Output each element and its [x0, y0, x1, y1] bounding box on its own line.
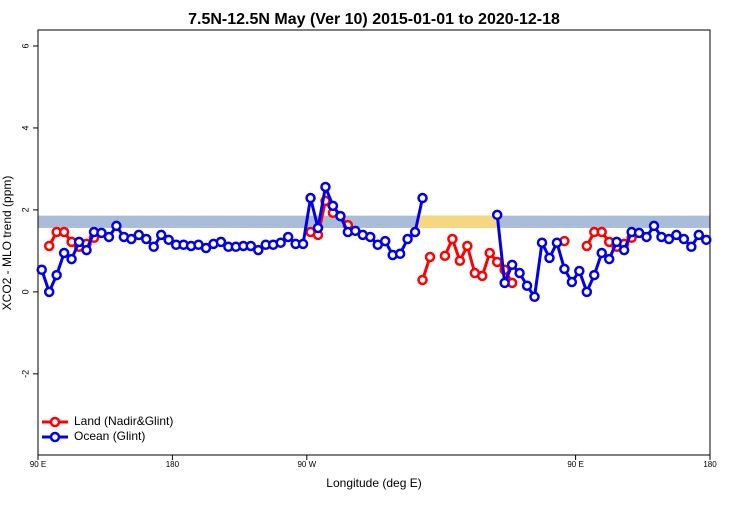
y-tick-label: 0 [20, 289, 30, 294]
data-point [305, 192, 316, 204]
data-point [693, 229, 705, 241]
data-point [506, 259, 518, 271]
data-point [155, 229, 167, 241]
data-point [581, 240, 593, 252]
data-point [603, 253, 615, 265]
data-point [671, 229, 682, 241]
y-tick-label: -2 [20, 370, 30, 378]
data-point [536, 237, 548, 248]
data-point [424, 251, 436, 263]
data-point [491, 209, 503, 221]
data-point [58, 247, 70, 259]
data-point [163, 234, 174, 246]
data-point [574, 265, 585, 277]
data-point [215, 236, 227, 248]
data-point [43, 240, 55, 252]
reference-band [38, 215, 710, 228]
data-point [133, 229, 145, 241]
data-point [439, 250, 451, 262]
data-point [350, 225, 361, 237]
legend-marker [49, 431, 61, 443]
data-point [678, 233, 690, 245]
data-point [633, 227, 645, 239]
x-tick-label: 90 E [30, 460, 46, 469]
x-tick-label: 90 W [297, 460, 316, 469]
y-axis-label: XCO2 - MLO trend (ppm) [0, 176, 14, 311]
data-point [484, 247, 495, 259]
data-point [686, 241, 697, 253]
data-point [477, 270, 488, 282]
data-point [409, 226, 421, 238]
data-point [596, 226, 607, 238]
data-point [126, 233, 137, 245]
data-point [454, 255, 466, 266]
data-point [394, 248, 406, 260]
data-point [462, 240, 473, 252]
data-point [559, 263, 570, 275]
data-point [618, 244, 630, 256]
data-point [417, 192, 428, 204]
data-point [701, 234, 712, 246]
highlight-span [417, 215, 498, 228]
data-point [111, 220, 122, 232]
legend-marker [49, 416, 61, 428]
data-point [282, 231, 294, 243]
x-tick-label: 90 E [567, 460, 583, 469]
y-tick-label: 4 [20, 125, 30, 130]
y-tick-label: 6 [20, 43, 30, 48]
data-point [566, 276, 578, 288]
data-point [499, 277, 510, 289]
data-point [611, 236, 622, 248]
data-point [491, 256, 503, 268]
data-point [402, 233, 413, 245]
data-point [529, 291, 540, 303]
data-point [103, 231, 115, 243]
data-point [320, 181, 331, 193]
data-point [36, 264, 47, 276]
data-point [335, 210, 346, 222]
data-point [551, 237, 563, 248]
data-point [245, 240, 257, 252]
data-point [312, 222, 324, 234]
data-point [43, 286, 55, 298]
data-point [521, 280, 533, 291]
data-point [417, 274, 428, 286]
data-point [365, 231, 376, 243]
data-point [96, 227, 107, 239]
legend-label: Ocean (Glint) [74, 429, 145, 443]
data-point [648, 220, 660, 232]
data-point [641, 231, 652, 243]
data-point [141, 233, 152, 245]
data-point [589, 269, 600, 281]
x-tick-label: 180 [703, 460, 717, 469]
data-point [514, 267, 525, 279]
data-point [297, 238, 309, 250]
data-point [58, 226, 70, 238]
data-point [275, 237, 286, 248]
x-tick-label: 180 [166, 460, 180, 469]
data-point [379, 235, 391, 247]
data-point [51, 269, 62, 281]
x-axis-label: Longitude (deg E) [326, 476, 421, 490]
data-point [544, 252, 555, 264]
data-point [253, 244, 264, 256]
data-point [66, 253, 77, 265]
data-point [581, 286, 593, 298]
y-tick-label: 2 [20, 207, 30, 212]
chart-title: 7.5N-12.5N May (Ver 10) 2015-01-01 to 20… [188, 11, 560, 28]
data-point [200, 242, 212, 254]
data-point [327, 200, 339, 212]
data-point [447, 233, 458, 245]
data-point [148, 241, 159, 253]
data-point [596, 247, 607, 259]
data-point [73, 236, 85, 248]
data-point [81, 244, 92, 256]
legend-label: Land (Nadir&Glint) [74, 414, 173, 428]
data-point [663, 233, 675, 245]
